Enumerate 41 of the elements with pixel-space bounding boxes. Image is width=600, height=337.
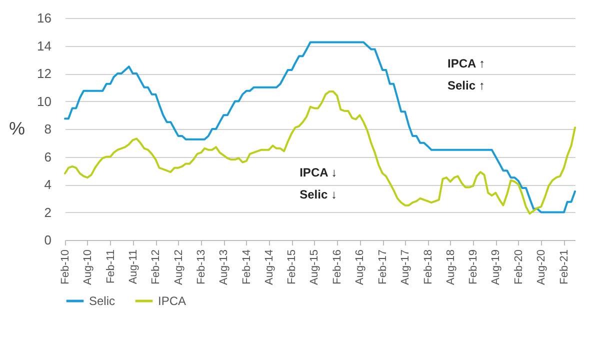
y-axis-title: % <box>9 118 26 138</box>
x-tick-label: Feb-11 <box>104 250 117 284</box>
annotation: IPCA ↑ <box>448 56 486 71</box>
x-tick-label: Aug-15 <box>308 250 321 285</box>
x-tick-label: Feb-14 <box>240 250 253 284</box>
y-tick-label: 10 <box>37 94 52 109</box>
x-tick-label: Aug-10 <box>82 250 94 285</box>
x-tick-label: Aug-13 <box>218 250 230 285</box>
x-tick-label: Feb-13 <box>196 250 208 284</box>
y-tick-label: 2 <box>44 204 52 220</box>
annotation: Selic ↓ <box>300 187 337 202</box>
y-tick-label: 14 <box>37 38 52 54</box>
x-tick-label: Feb-21 <box>558 250 570 284</box>
y-tick-label: 8 <box>44 122 52 136</box>
x-tick-label: Aug-18 <box>444 250 457 285</box>
annotation: Selic ↑ <box>448 78 485 93</box>
line-series <box>64 90 576 215</box>
x-tick-label: Feb-15 <box>286 250 298 284</box>
legend-label: Selic <box>89 294 116 308</box>
x-tick-label: Aug-11 <box>127 250 140 284</box>
x-tick-label: Feb-12 <box>150 250 162 284</box>
x-tick-label: Aug-16 <box>354 250 366 285</box>
x-tick-label: Feb-17 <box>377 250 390 284</box>
line-series <box>64 41 576 214</box>
y-tick-label: 12 <box>37 66 52 81</box>
x-tick-label: Aug-14 <box>263 250 276 285</box>
x-tick-label: Aug-19 <box>490 250 502 285</box>
x-tick-label: Feb-19 <box>468 250 480 284</box>
y-tick-label: 16 <box>37 10 52 26</box>
x-tick-label: Aug-20 <box>536 250 548 285</box>
x-tick-label: Feb-10 <box>60 250 72 284</box>
y-tick-label: 6 <box>44 149 52 164</box>
y-tick-label: 4 <box>44 177 52 192</box>
x-tick-label: Feb-20 <box>513 250 525 284</box>
legend-label: IPCA <box>158 294 186 308</box>
x-tick-label: Aug-17 <box>400 250 412 285</box>
x-tick-label: Feb-18 <box>422 250 434 284</box>
y-tick-label: 0 <box>44 232 52 248</box>
x-tick-label: Aug-12 <box>172 250 185 285</box>
x-tick-label: Feb-16 <box>332 250 344 284</box>
annotation: IPCA ↓ <box>300 165 338 180</box>
